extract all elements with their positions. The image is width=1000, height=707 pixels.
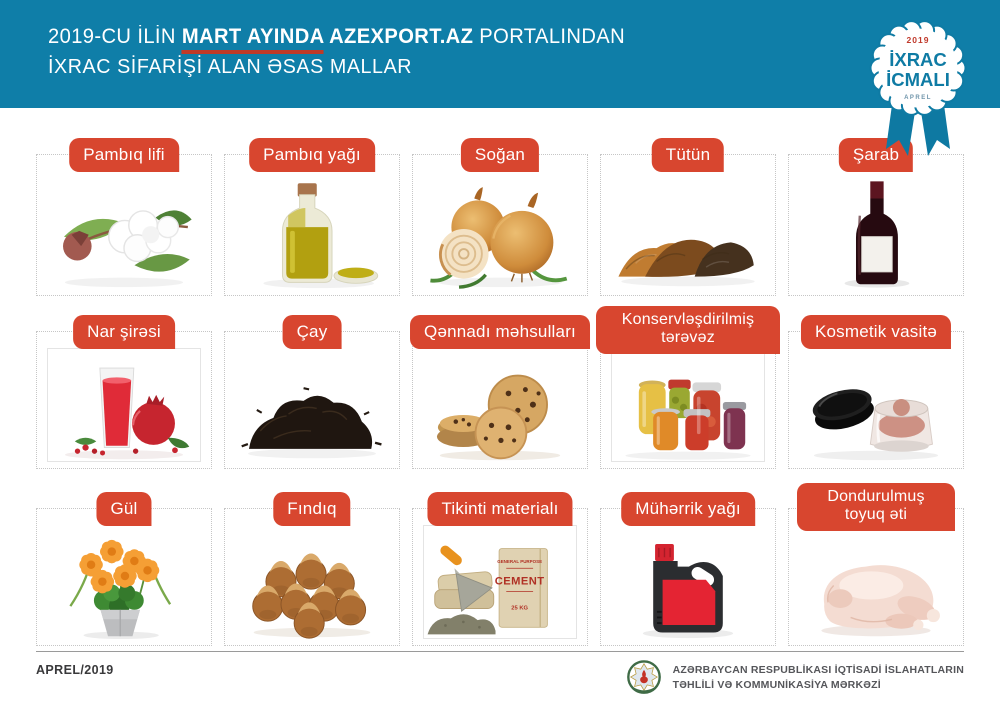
footer: APREL/2019 AZƏRBAYCAN RESPUBLİKASI İQTİS… (36, 651, 964, 697)
title-highlight: MART AYINDA (181, 25, 324, 54)
product-card-tea: Çay (224, 315, 400, 469)
product-grid-row-1: Pambıq lifi (36, 138, 964, 296)
product-label: Kosmetik vasitə (800, 315, 952, 349)
product-label: Tütün (651, 138, 725, 172)
title-prefix: 2019-CU İLİN (48, 25, 182, 48)
title-suffix: PORTALINDAN (473, 25, 626, 48)
hazelnut-image (231, 529, 393, 640)
product-card-engine-oil: Mühərrik yağı (600, 492, 776, 646)
footer-date: APREL/2019 (36, 663, 114, 677)
product-label: Tikinti materialı (427, 492, 573, 526)
product-label: Fındıq (273, 492, 351, 526)
cement-name-text: CEMENT (495, 575, 545, 587)
pomegranate-juice-image (47, 348, 201, 462)
product-card-cosmetics: Kosmetik vasitə (788, 315, 964, 469)
title-bold: AZEXPORT.AZ (323, 25, 474, 48)
badge-line2: İCMALI (886, 69, 950, 90)
organization-name: AZƏRBAYCAN RESPUBLİKASI İQTİSADİ İSLAHAT… (673, 663, 964, 692)
construction-material-image: GENERAL PURPOSE CEMENT 25 KG (423, 525, 577, 639)
title-line1: 2019-CU İLİN MART AYINDA AZEXPORT.AZ POR… (48, 25, 626, 54)
product-card-frozen-chicken: Dondurulmuş toyuq əti (788, 483, 964, 646)
product-grid-row-2: Nar şirəsi Çay (36, 306, 964, 469)
export-review-badge: 2019 İXRAC İCMALI APREL (858, 6, 978, 164)
product-card-flower: Gül (36, 492, 212, 646)
product-label: Nar şirəsi (73, 315, 175, 349)
product-label: Dondurulmuş toyuq əti (797, 483, 955, 531)
product-card-tobacco: Tütün (600, 138, 776, 296)
tobacco-image (607, 175, 769, 290)
canned-vegetables-image (611, 348, 765, 462)
state-emblem-icon (626, 660, 661, 694)
product-card-onion: Soğan (412, 138, 588, 296)
page-title: 2019-CU İLİN MART AYINDA AZEXPORT.AZ POR… (48, 25, 625, 79)
product-card-construction-material: Tikinti materialı GENERAL PURPOSE CEMENT… (412, 492, 588, 646)
product-label: Mühərrik yağı (621, 492, 755, 526)
cotton-image (43, 175, 205, 290)
badge-line1: İXRAC (889, 49, 947, 70)
cement-brand-text: GENERAL PURPOSE (497, 559, 542, 564)
badge-year: 2019 (907, 35, 930, 45)
flower-image (43, 529, 205, 640)
engine-oil-image (607, 529, 769, 640)
title-line2: İXRAC SİFARİŞİ ALAN ƏSAS MALLAR (48, 55, 413, 78)
rosette-ribbon-icon: 2019 İXRAC İCMALI APREL (869, 20, 967, 156)
product-card-hazelnut: Fındıq (224, 492, 400, 646)
cosmetics-image (795, 352, 957, 463)
product-label: Soğan (460, 138, 540, 172)
cotton-oil-image (231, 175, 393, 290)
product-card-confectionery: Qənnadı məhsulları (410, 315, 590, 469)
onion-image (419, 175, 581, 290)
product-card-cotton-oil: Pambıq yağı (224, 138, 400, 296)
wine-image (795, 175, 957, 290)
product-label: Qənnadı məhsulları (410, 315, 590, 349)
product-label: Konservləşdirilmiş tərəvəz (596, 306, 780, 354)
product-label: Pambıq lifi (69, 138, 179, 172)
product-card-wine: Şarab (788, 138, 964, 296)
organization-name-line2: TƏHLİLİ VƏ KOMMUNİKASİYA MƏRKƏZİ (672, 679, 881, 691)
footer-organization: AZƏRBAYCAN RESPUBLİKASI İQTİSADİ İSLAHAT… (625, 659, 964, 697)
product-card-cotton: Pambıq lifi (36, 138, 212, 296)
cement-weight-text: 25 KG (511, 605, 528, 611)
confectionery-image (419, 352, 581, 463)
header-band: 2019-CU İLİN MART AYINDA AZEXPORT.AZ POR… (0, 0, 1000, 108)
product-label: Pambıq yağı (249, 138, 375, 172)
product-label: Gül (96, 492, 152, 526)
tea-image (231, 352, 393, 463)
organization-name-line1: AZƏRBAYCAN RESPUBLİKASI İQTİSADİ İSLAHAT… (672, 664, 964, 677)
badge-month: APREL (904, 95, 932, 101)
product-card-canned-vegetables: Konservləşdirilmiş tərəvəz (596, 306, 780, 469)
product-card-pomegranate-juice: Nar şirəsi (36, 315, 212, 469)
product-grid-row-3: Gül (36, 483, 964, 646)
frozen-chicken-image (795, 529, 957, 640)
product-label: Şarab (838, 138, 914, 172)
product-label: Çay (282, 315, 342, 349)
